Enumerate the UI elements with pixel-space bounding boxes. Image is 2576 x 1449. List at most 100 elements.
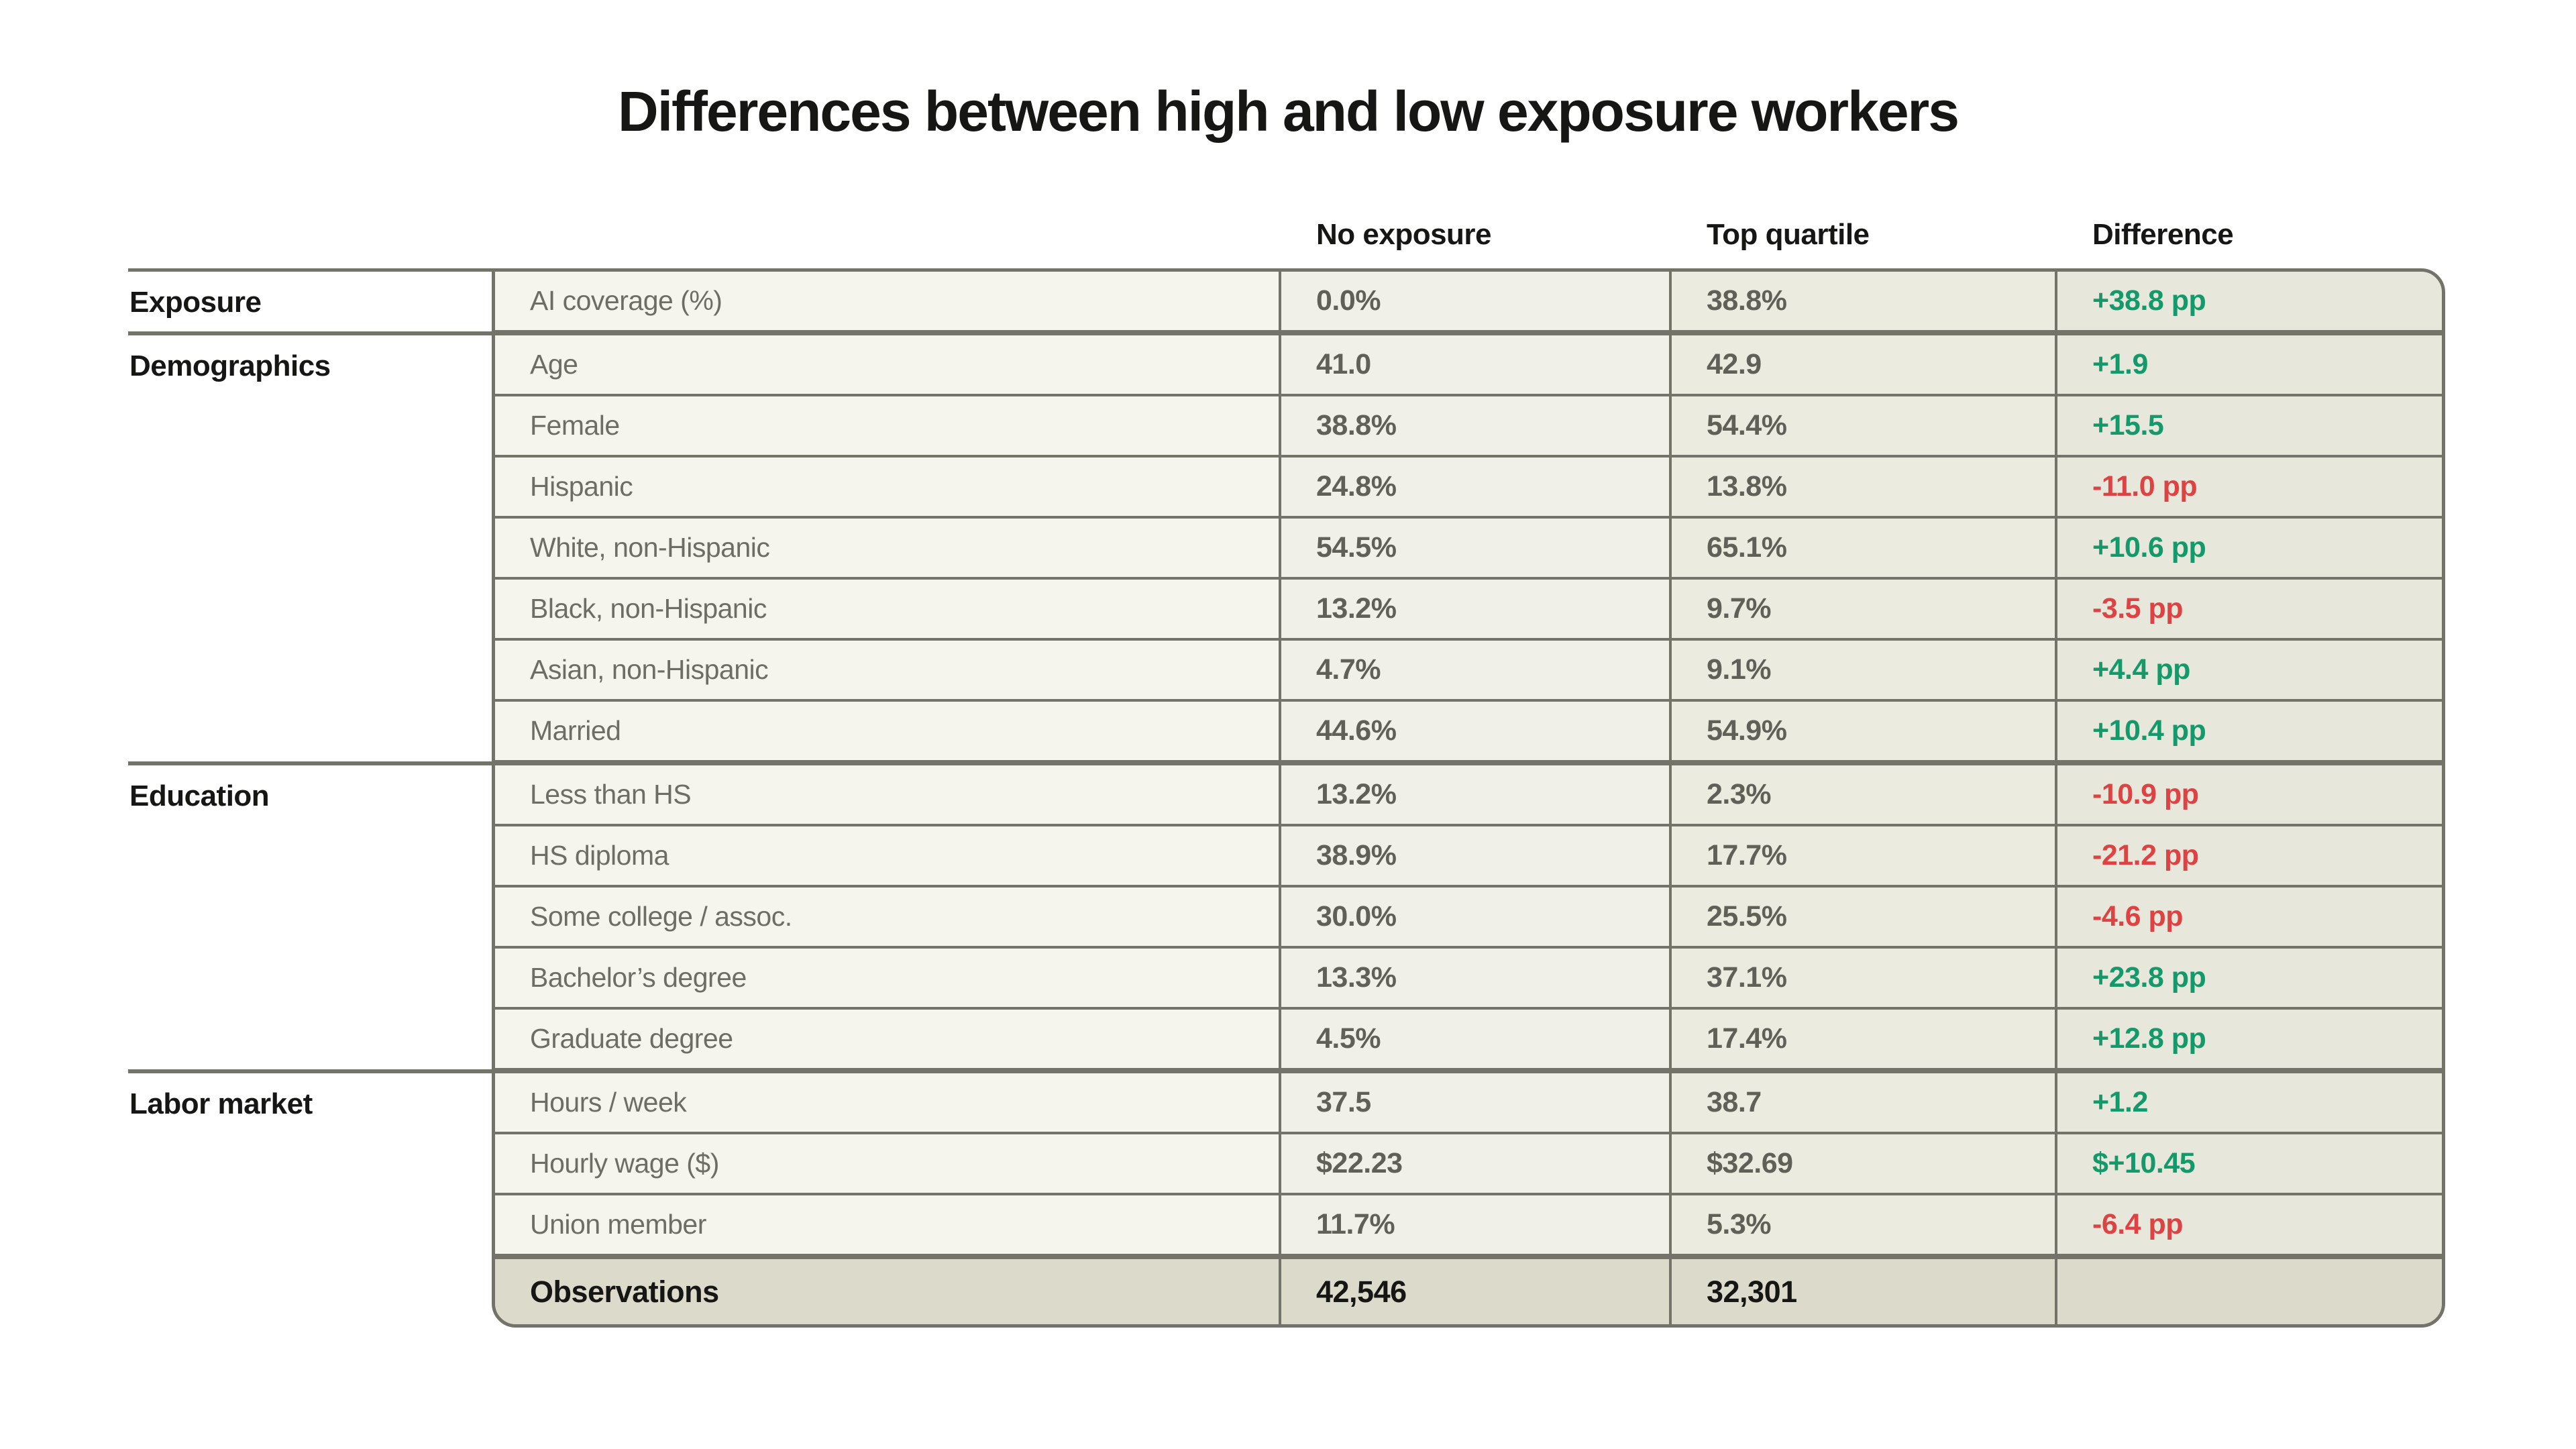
comparison-table: No exposure Top quartile Difference Expo… [128,201,2445,1328]
metric-label: Some college / assoc. [495,888,1281,946]
metric-label: Hourly wage ($) [495,1134,1281,1193]
difference-value: +1.2 [2057,1073,2442,1132]
difference-value: -11.0 pp [2057,458,2442,516]
difference-value: +15.5 [2057,396,2442,455]
group-label: Education [129,779,270,812]
table-row: Married 44.6% 54.9% +10.4 pp [495,702,2442,765]
no-exposure-value: 38.8% [1281,396,1672,455]
no-exposure-value: 13.2% [1281,765,1672,824]
difference-value: +38.8 pp [2057,272,2442,330]
no-exposure-value: 44.6% [1281,702,1672,760]
group-segment-labor-market: Labor market [128,1073,492,1324]
metric-label: Black, non-Hispanic [495,580,1281,638]
difference-value: -21.2 pp [2057,826,2442,885]
table-row: Hours / week 37.5 38.7 +1.2 [495,1073,2442,1134]
table-row: Asian, non-Hispanic 4.7% 9.1% +4.4 pp [495,641,2442,702]
top-quartile-value: 37.1% [1672,949,2057,1007]
top-quartile-value: 13.8% [1672,458,2057,516]
table-row: Union member 11.7% 5.3% -6.4 pp [495,1195,2442,1259]
metric-label: White, non-Hispanic [495,519,1281,577]
top-quartile-value: 42.9 [1672,335,2057,394]
no-exposure-value: 54.5% [1281,519,1672,577]
top-quartile-value: $32.69 [1672,1134,2057,1193]
table-row: Hispanic 24.8% 13.8% -11.0 pp [495,458,2442,519]
top-quartile-value: 25.5% [1672,888,2057,946]
difference-value: $+10.45 [2057,1134,2442,1193]
metric-label: Age [495,335,1281,394]
top-quartile-value: 54.4% [1672,396,2057,455]
table-row: Bachelor’s degree 13.3% 37.1% +23.8 pp [495,949,2442,1010]
difference-value: +10.6 pp [2057,519,2442,577]
table-body: Exposure Demographics Education Labor marke… [128,268,2445,1328]
difference-value: -6.4 pp [2057,1195,2442,1254]
metric-label: HS diploma [495,826,1281,885]
no-exposure-value: 13.2% [1281,580,1672,638]
no-exposure-value: $22.23 [1281,1134,1672,1193]
metric-label: Asian, non-Hispanic [495,641,1281,699]
table-row: Some college / assoc. 30.0% 25.5% -4.6 pp [495,888,2442,949]
top-quartile-value: 17.7% [1672,826,2057,885]
table-row: Graduate degree 4.5% 17.4% +12.8 pp [495,1010,2442,1073]
data-table: AI coverage (%) 0.0% 38.8% +38.8 pp Age 41.0 4… [492,268,2445,1328]
table-header-row: No exposure Top quartile Difference [128,201,2445,268]
group-segment-exposure: Exposure [128,272,492,335]
no-exposure-value: 0.0% [1281,272,1672,330]
group-label-gutter: Exposure Demographics Education Labor marke… [128,268,492,1324]
no-exposure-value: 13.3% [1281,949,1672,1007]
difference-value: -4.6 pp [2057,888,2442,946]
metric-label: Graduate degree [495,1010,1281,1068]
table-row: Black, non-Hispanic 13.2% 9.7% -3.5 pp [495,580,2442,641]
top-quartile-value: 5.3% [1672,1195,2057,1254]
table-row: Female 38.8% 54.4% +15.5 [495,396,2442,458]
top-quartile-value: 9.1% [1672,641,2057,699]
no-exposure-value: 38.9% [1281,826,1672,885]
no-exposure-value: 4.5% [1281,1010,1672,1068]
no-exposure-value: 11.7% [1281,1195,1672,1254]
metric-label: Union member [495,1195,1281,1254]
top-quartile-value: 54.9% [1672,702,2057,760]
top-quartile-value: 9.7% [1672,580,2057,638]
difference-value: +4.4 pp [2057,641,2442,699]
no-exposure-value: 24.8% [1281,458,1672,516]
table-row: Hourly wage ($) $22.23 $32.69 $+10.45 [495,1134,2442,1195]
metric-label: Hours / week [495,1073,1281,1132]
top-quartile-value: 38.8% [1672,272,2057,330]
difference-value [2057,1259,2442,1324]
top-quartile-value: 32,301 [1672,1259,2057,1324]
group-label: Labor market [129,1087,313,1120]
no-exposure-value: 42,546 [1281,1259,1672,1324]
metric-label: Hispanic [495,458,1281,516]
column-header-difference: Difference [2092,218,2234,251]
column-header-no-exposure: No exposure [1316,218,1492,251]
difference-value: -10.9 pp [2057,765,2442,824]
top-quartile-value: 17.4% [1672,1010,2057,1068]
difference-value: +1.9 [2057,335,2442,394]
difference-value: -3.5 pp [2057,580,2442,638]
top-quartile-value: 38.7 [1672,1073,2057,1132]
table-row: White, non-Hispanic 54.5% 65.1% +10.6 pp [495,519,2442,580]
group-segment-education: Education [128,765,492,1073]
metric-label: Observations [495,1259,1281,1324]
metric-label: Less than HS [495,765,1281,824]
metric-label: Married [495,702,1281,760]
page-title: Differences between high and low exposur… [618,80,1960,143]
difference-value: +23.8 pp [2057,949,2442,1007]
no-exposure-value: 41.0 [1281,335,1672,394]
metric-label: AI coverage (%) [495,272,1281,330]
column-header-top-quartile: Top quartile [1707,218,1870,251]
difference-value: +10.4 pp [2057,702,2442,760]
group-segment-demographics: Demographics [128,335,492,765]
top-quartile-value: 65.1% [1672,519,2057,577]
table-row: HS diploma 38.9% 17.7% -21.2 pp [495,826,2442,888]
table-row: AI coverage (%) 0.0% 38.8% +38.8 pp [495,272,2442,335]
no-exposure-value: 37.5 [1281,1073,1672,1132]
table-row: Age 41.0 42.9 +1.9 [495,335,2442,396]
group-label: Demographics [129,349,331,382]
no-exposure-value: 30.0% [1281,888,1672,946]
difference-value: +12.8 pp [2057,1010,2442,1068]
no-exposure-value: 4.7% [1281,641,1672,699]
top-quartile-value: 2.3% [1672,765,2057,824]
table-total-row: Observations 42,546 32,301 [495,1259,2442,1324]
metric-label: Bachelor’s degree [495,949,1281,1007]
